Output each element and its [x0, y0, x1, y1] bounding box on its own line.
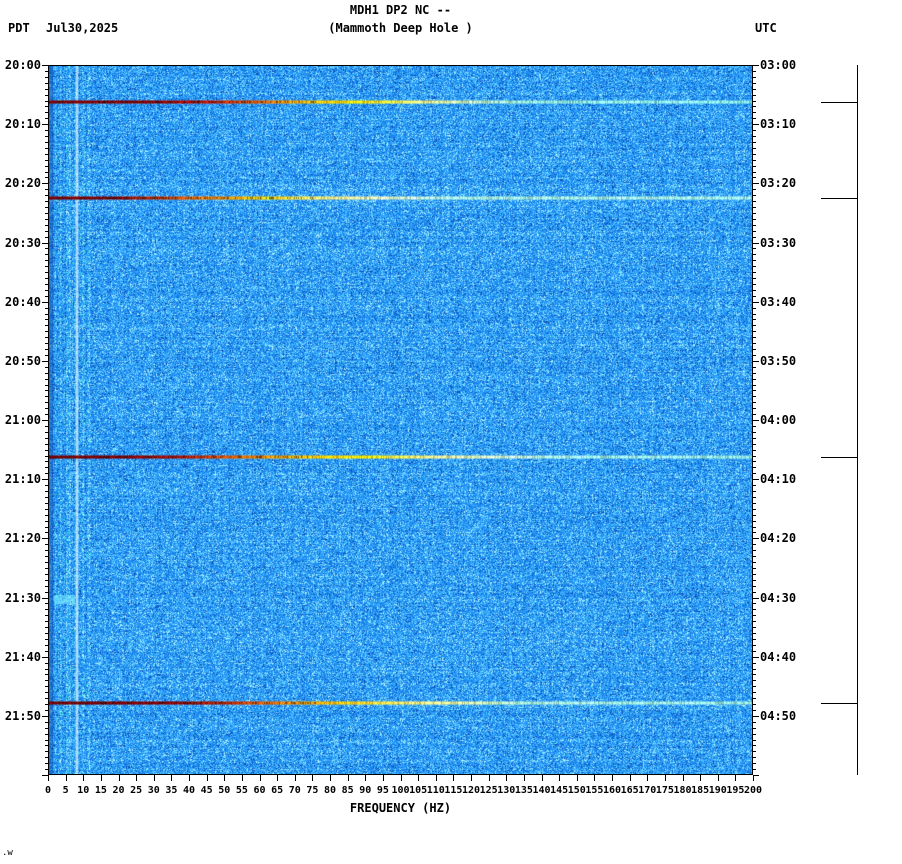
- freq-tick-label: 40: [182, 785, 196, 796]
- timezone-left-label: PDT: [8, 21, 30, 35]
- freq-tick-label: 170: [638, 785, 657, 796]
- freq-tick-label: 0: [44, 785, 52, 796]
- freq-tick-label: 190: [708, 785, 727, 796]
- freq-tick-label: 20: [112, 785, 125, 796]
- freq-tick-label: 25: [130, 785, 143, 796]
- freq-tick-label: 145: [550, 785, 569, 796]
- right-time-label: 03:40: [760, 294, 797, 309]
- freq-tick-label: 85: [341, 785, 354, 796]
- freq-tick-label: 90: [359, 785, 372, 796]
- right-time-label: 04:30: [760, 590, 797, 605]
- left-time-label: 21:10: [4, 472, 41, 487]
- freq-tick-label: 95: [376, 785, 389, 796]
- freq-tick-label: 160: [602, 785, 622, 796]
- freq-tick-label: 150: [567, 785, 586, 796]
- left-time-label: 20:10: [4, 117, 41, 132]
- freq-tick-label: 45: [200, 785, 213, 796]
- freq-tick-label: 55: [235, 785, 248, 796]
- date-label: Jul30,2025: [46, 21, 119, 35]
- freq-tick-label: 105: [409, 785, 428, 796]
- freq-tick-label: 130: [497, 785, 516, 796]
- freq-tick-label: 5: [62, 785, 69, 796]
- left-time-label: 20:30: [4, 235, 41, 250]
- freq-tick-label: 80: [323, 785, 337, 796]
- freq-tick-label: 200: [743, 785, 763, 796]
- freq-tick-label: 135: [514, 785, 533, 796]
- left-time-label: 20:20: [4, 176, 41, 191]
- freq-tick-label: 115: [444, 785, 463, 796]
- freq-tick-label: 60: [253, 785, 266, 796]
- right-time-label: 03:30: [760, 235, 797, 250]
- right-time-label: 03:10: [760, 117, 797, 132]
- freq-tick-label: 10: [77, 785, 90, 796]
- left-time-label: 21:30: [4, 590, 41, 605]
- station-title: MDH1 DP2 NC --: [349, 3, 452, 17]
- freq-tick-label: 35: [165, 785, 178, 796]
- timezone-right-label: UTC: [755, 21, 777, 35]
- freq-tick-label: 165: [620, 785, 639, 796]
- left-time-label: 20:00: [4, 58, 41, 72]
- freq-tick-label: 75: [306, 785, 319, 796]
- left-time-label: 21:40: [4, 649, 41, 664]
- left-time-label: 21:20: [4, 531, 41, 546]
- right-time-label: 04:10: [760, 472, 797, 487]
- freq-tick-label: 70: [288, 785, 301, 796]
- left-time-label: 20:40: [4, 294, 41, 309]
- freq-tick-label: 15: [94, 785, 107, 796]
- freq-tick-label: 100: [391, 785, 410, 796]
- left-time-label: 20:50: [4, 353, 41, 368]
- freq-tick-label: 195: [726, 785, 745, 796]
- station-subtitle: (Mammoth Deep Hole ): [328, 21, 473, 35]
- right-time-label: 04:50: [760, 708, 797, 723]
- left-time-label: 21:00: [4, 413, 41, 427]
- freq-tick-label: 185: [691, 785, 710, 796]
- corner-text: .w: [2, 848, 13, 858]
- right-time-label: 03:00: [760, 58, 797, 72]
- right-time-label: 04:40: [760, 649, 797, 664]
- freq-tick-label: 120: [461, 785, 481, 796]
- left-time-label: 21:50: [4, 708, 41, 723]
- freq-tick-label: 140: [532, 785, 551, 796]
- freq-tick-label: 180: [673, 785, 692, 796]
- right-time-label: 04:20: [760, 531, 797, 546]
- freq-tick-label: 175: [655, 785, 674, 796]
- right-time-label: 03:50: [760, 353, 797, 368]
- freq-tick-label: 125: [479, 785, 498, 796]
- right-time-label: 04:00: [760, 413, 797, 427]
- x-axis-title: FREQUENCY (HZ): [349, 801, 452, 815]
- right-time-label: 03:20: [760, 176, 797, 191]
- freq-tick-label: 110: [426, 785, 445, 796]
- freq-tick-label: 30: [147, 785, 160, 796]
- freq-tick-label: 65: [271, 785, 284, 796]
- freq-tick-label: 50: [218, 785, 231, 796]
- freq-tick-label: 155: [585, 785, 604, 796]
- spectrogram-canvas: [48, 65, 753, 775]
